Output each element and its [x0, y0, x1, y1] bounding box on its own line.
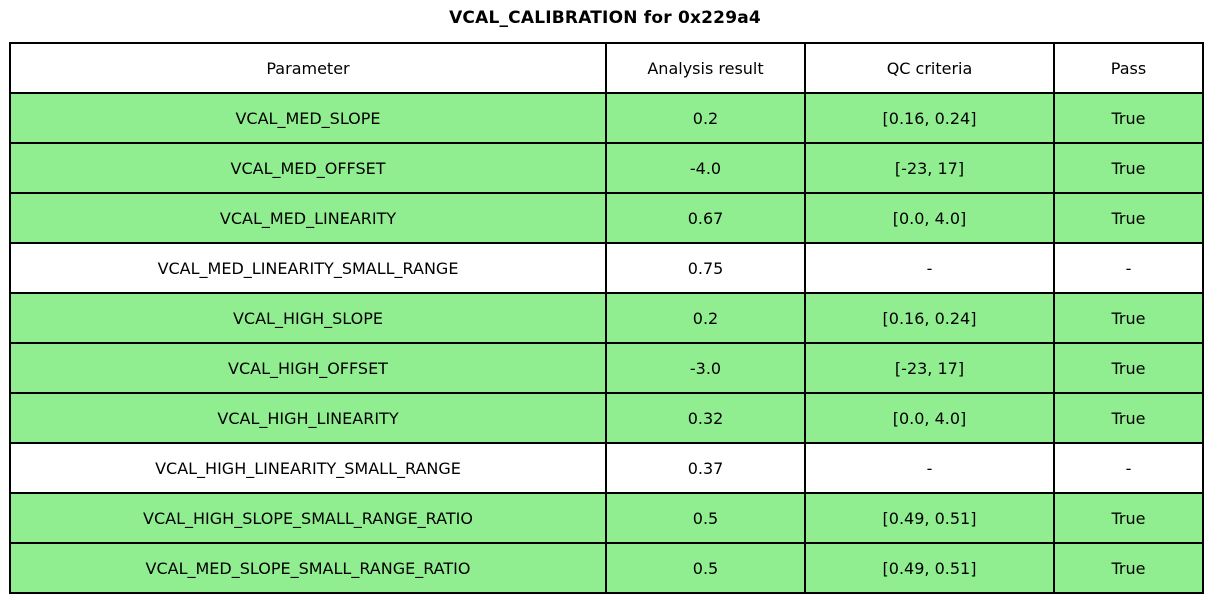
header-row: Parameter Analysis result QC criteria Pa…	[9, 42, 1204, 94]
cell-qc-criteria: [0.49, 0.51]	[804, 542, 1055, 594]
cell-parameter: VCAL_HIGH_LINEARITY_SMALL_RANGE	[9, 442, 607, 494]
cell-parameter: VCAL_MED_OFFSET	[9, 142, 607, 194]
cell-pass: True	[1053, 542, 1204, 594]
cell-parameter: VCAL_MED_SLOPE	[9, 92, 607, 144]
column-header-analysis-result: Analysis result	[605, 42, 806, 94]
cell-parameter: VCAL_MED_LINEARITY	[9, 192, 607, 244]
cell-analysis-result: 0.37	[605, 442, 806, 494]
cell-qc-criteria: [0.16, 0.24]	[804, 92, 1055, 144]
table-row: VCAL_HIGH_SLOPE 0.2 [0.16, 0.24] True	[9, 292, 1204, 344]
cell-pass: -	[1053, 242, 1204, 294]
cell-analysis-result: 0.67	[605, 192, 806, 244]
cell-parameter: VCAL_HIGH_OFFSET	[9, 342, 607, 394]
cell-analysis-result: 0.5	[605, 492, 806, 544]
page-title: VCAL_CALIBRATION for 0x229a4	[449, 8, 761, 28]
cell-analysis-result: 0.32	[605, 392, 806, 444]
calibration-table: Parameter Analysis result QC criteria Pa…	[9, 42, 1204, 594]
cell-pass: True	[1053, 342, 1204, 394]
table-row: VCAL_HIGH_LINEARITY_SMALL_RANGE 0.37 - -	[9, 442, 1204, 494]
table-row: VCAL_MED_LINEARITY 0.67 [0.0, 4.0] True	[9, 192, 1204, 244]
cell-parameter: VCAL_HIGH_SLOPE	[9, 292, 607, 344]
cell-qc-criteria: -	[804, 242, 1055, 294]
cell-pass: True	[1053, 392, 1204, 444]
column-header-pass: Pass	[1053, 42, 1204, 94]
table-row: VCAL_HIGH_LINEARITY 0.32 [0.0, 4.0] True	[9, 392, 1204, 444]
column-header-qc-criteria: QC criteria	[804, 42, 1055, 94]
cell-pass: True	[1053, 192, 1204, 244]
table-row: VCAL_HIGH_OFFSET -3.0 [-23, 17] True	[9, 342, 1204, 394]
cell-pass: -	[1053, 442, 1204, 494]
table-row: VCAL_MED_SLOPE 0.2 [0.16, 0.24] True	[9, 92, 1204, 144]
cell-pass: True	[1053, 492, 1204, 544]
cell-analysis-result: 0.2	[605, 92, 806, 144]
cell-analysis-result: 0.5	[605, 542, 806, 594]
cell-pass: True	[1053, 292, 1204, 344]
table-row: VCAL_MED_LINEARITY_SMALL_RANGE 0.75 - -	[9, 242, 1204, 294]
cell-parameter: VCAL_MED_SLOPE_SMALL_RANGE_RATIO	[9, 542, 607, 594]
cell-analysis-result: -4.0	[605, 142, 806, 194]
cell-qc-criteria: [0.49, 0.51]	[804, 492, 1055, 544]
cell-qc-criteria: [-23, 17]	[804, 342, 1055, 394]
cell-qc-criteria: [0.0, 4.0]	[804, 192, 1055, 244]
column-header-parameter: Parameter	[9, 42, 607, 94]
cell-analysis-result: 0.75	[605, 242, 806, 294]
cell-pass: True	[1053, 92, 1204, 144]
cell-qc-criteria: [0.0, 4.0]	[804, 392, 1055, 444]
table-row: VCAL_MED_SLOPE_SMALL_RANGE_RATIO 0.5 [0.…	[9, 542, 1204, 594]
cell-parameter: VCAL_HIGH_LINEARITY	[9, 392, 607, 444]
cell-qc-criteria: [-23, 17]	[804, 142, 1055, 194]
cell-analysis-result: 0.2	[605, 292, 806, 344]
table-row: VCAL_MED_OFFSET -4.0 [-23, 17] True	[9, 142, 1204, 194]
cell-pass: True	[1053, 142, 1204, 194]
cell-parameter: VCAL_HIGH_SLOPE_SMALL_RANGE_RATIO	[9, 492, 607, 544]
cell-qc-criteria: [0.16, 0.24]	[804, 292, 1055, 344]
cell-qc-criteria: -	[804, 442, 1055, 494]
table-row: VCAL_HIGH_SLOPE_SMALL_RANGE_RATIO 0.5 [0…	[9, 492, 1204, 544]
cell-parameter: VCAL_MED_LINEARITY_SMALL_RANGE	[9, 242, 607, 294]
cell-analysis-result: -3.0	[605, 342, 806, 394]
